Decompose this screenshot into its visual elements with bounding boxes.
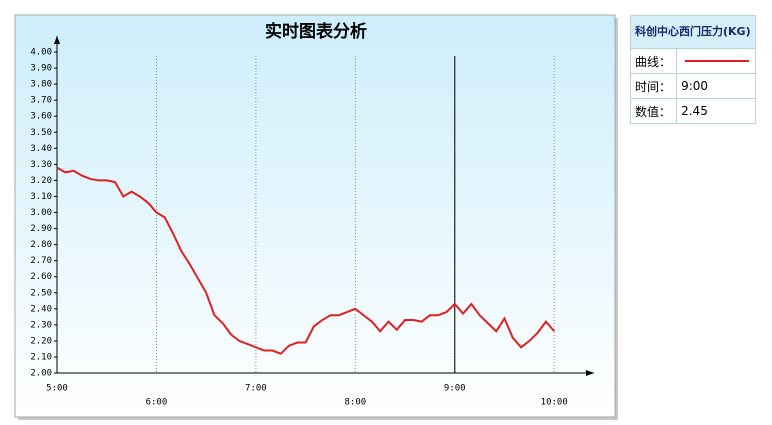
time-label: 时间： <box>629 73 678 99</box>
y-tick-label: 2.90 <box>30 224 52 234</box>
x-tick-label: 10:00 <box>541 398 568 408</box>
x-tick-label: 5:00 <box>46 384 68 394</box>
y-tick-label: 2.50 <box>30 288 52 298</box>
y-tick-label: 3.60 <box>30 112 52 122</box>
series-line <box>56 166 555 355</box>
y-tick-label: 2.40 <box>30 304 52 314</box>
y-tick-label: 3.20 <box>30 176 52 186</box>
value-label: 数值： <box>629 98 678 124</box>
x-tick-label: 9:00 <box>444 384 466 394</box>
time-value: 9:00 <box>676 73 756 99</box>
y-tick-label: 3.50 <box>30 128 52 138</box>
y-tick-label: 3.10 <box>30 192 52 202</box>
curve-sample <box>676 48 756 74</box>
y-tick-label: 4.00 <box>30 48 52 58</box>
y-tick-label: 2.60 <box>30 272 52 282</box>
y-tick-label: 2.20 <box>30 336 52 346</box>
y-arrow <box>54 36 60 44</box>
y-tick-label: 3.30 <box>30 160 52 170</box>
y-tick-label: 3.90 <box>30 64 52 74</box>
x-arrow <box>586 370 594 376</box>
y-tick-label: 2.80 <box>30 240 52 250</box>
x-tick-label: 6:00 <box>146 398 168 408</box>
y-tick-label: 2.70 <box>30 256 52 266</box>
y-tick-label: 3.80 <box>30 80 52 90</box>
panel-title: 科创中心西门压力(KG) <box>630 15 756 49</box>
chart: 实时图表分析 2.00 2.10 2.20 2.30 2.40 2.50 2.60 2.70 2… <box>14 14 618 420</box>
x-tick-label: 7:00 <box>245 384 267 394</box>
y-tick-label: 3.40 <box>30 144 52 154</box>
y-tick-label: 2.30 <box>30 320 52 330</box>
y-tick-label: 3.70 <box>30 96 52 106</box>
info-panel: 科创中心西门压力(KG) 曲线： 时间： 9:00 数值： 2.45 <box>629 15 756 124</box>
curve-label: 曲线： <box>629 48 678 74</box>
x-tick-label: 8:00 <box>344 398 366 408</box>
value-value: 2.45 <box>676 98 756 124</box>
legend-line <box>685 60 750 62</box>
y-tick-label: 2.00 <box>30 369 52 379</box>
y-tick-label: 2.10 <box>30 352 52 362</box>
chart-frame <box>14 14 616 418</box>
y-tick-label: 3.00 <box>30 208 52 218</box>
chart-title: 实时图表分析 <box>265 21 367 42</box>
